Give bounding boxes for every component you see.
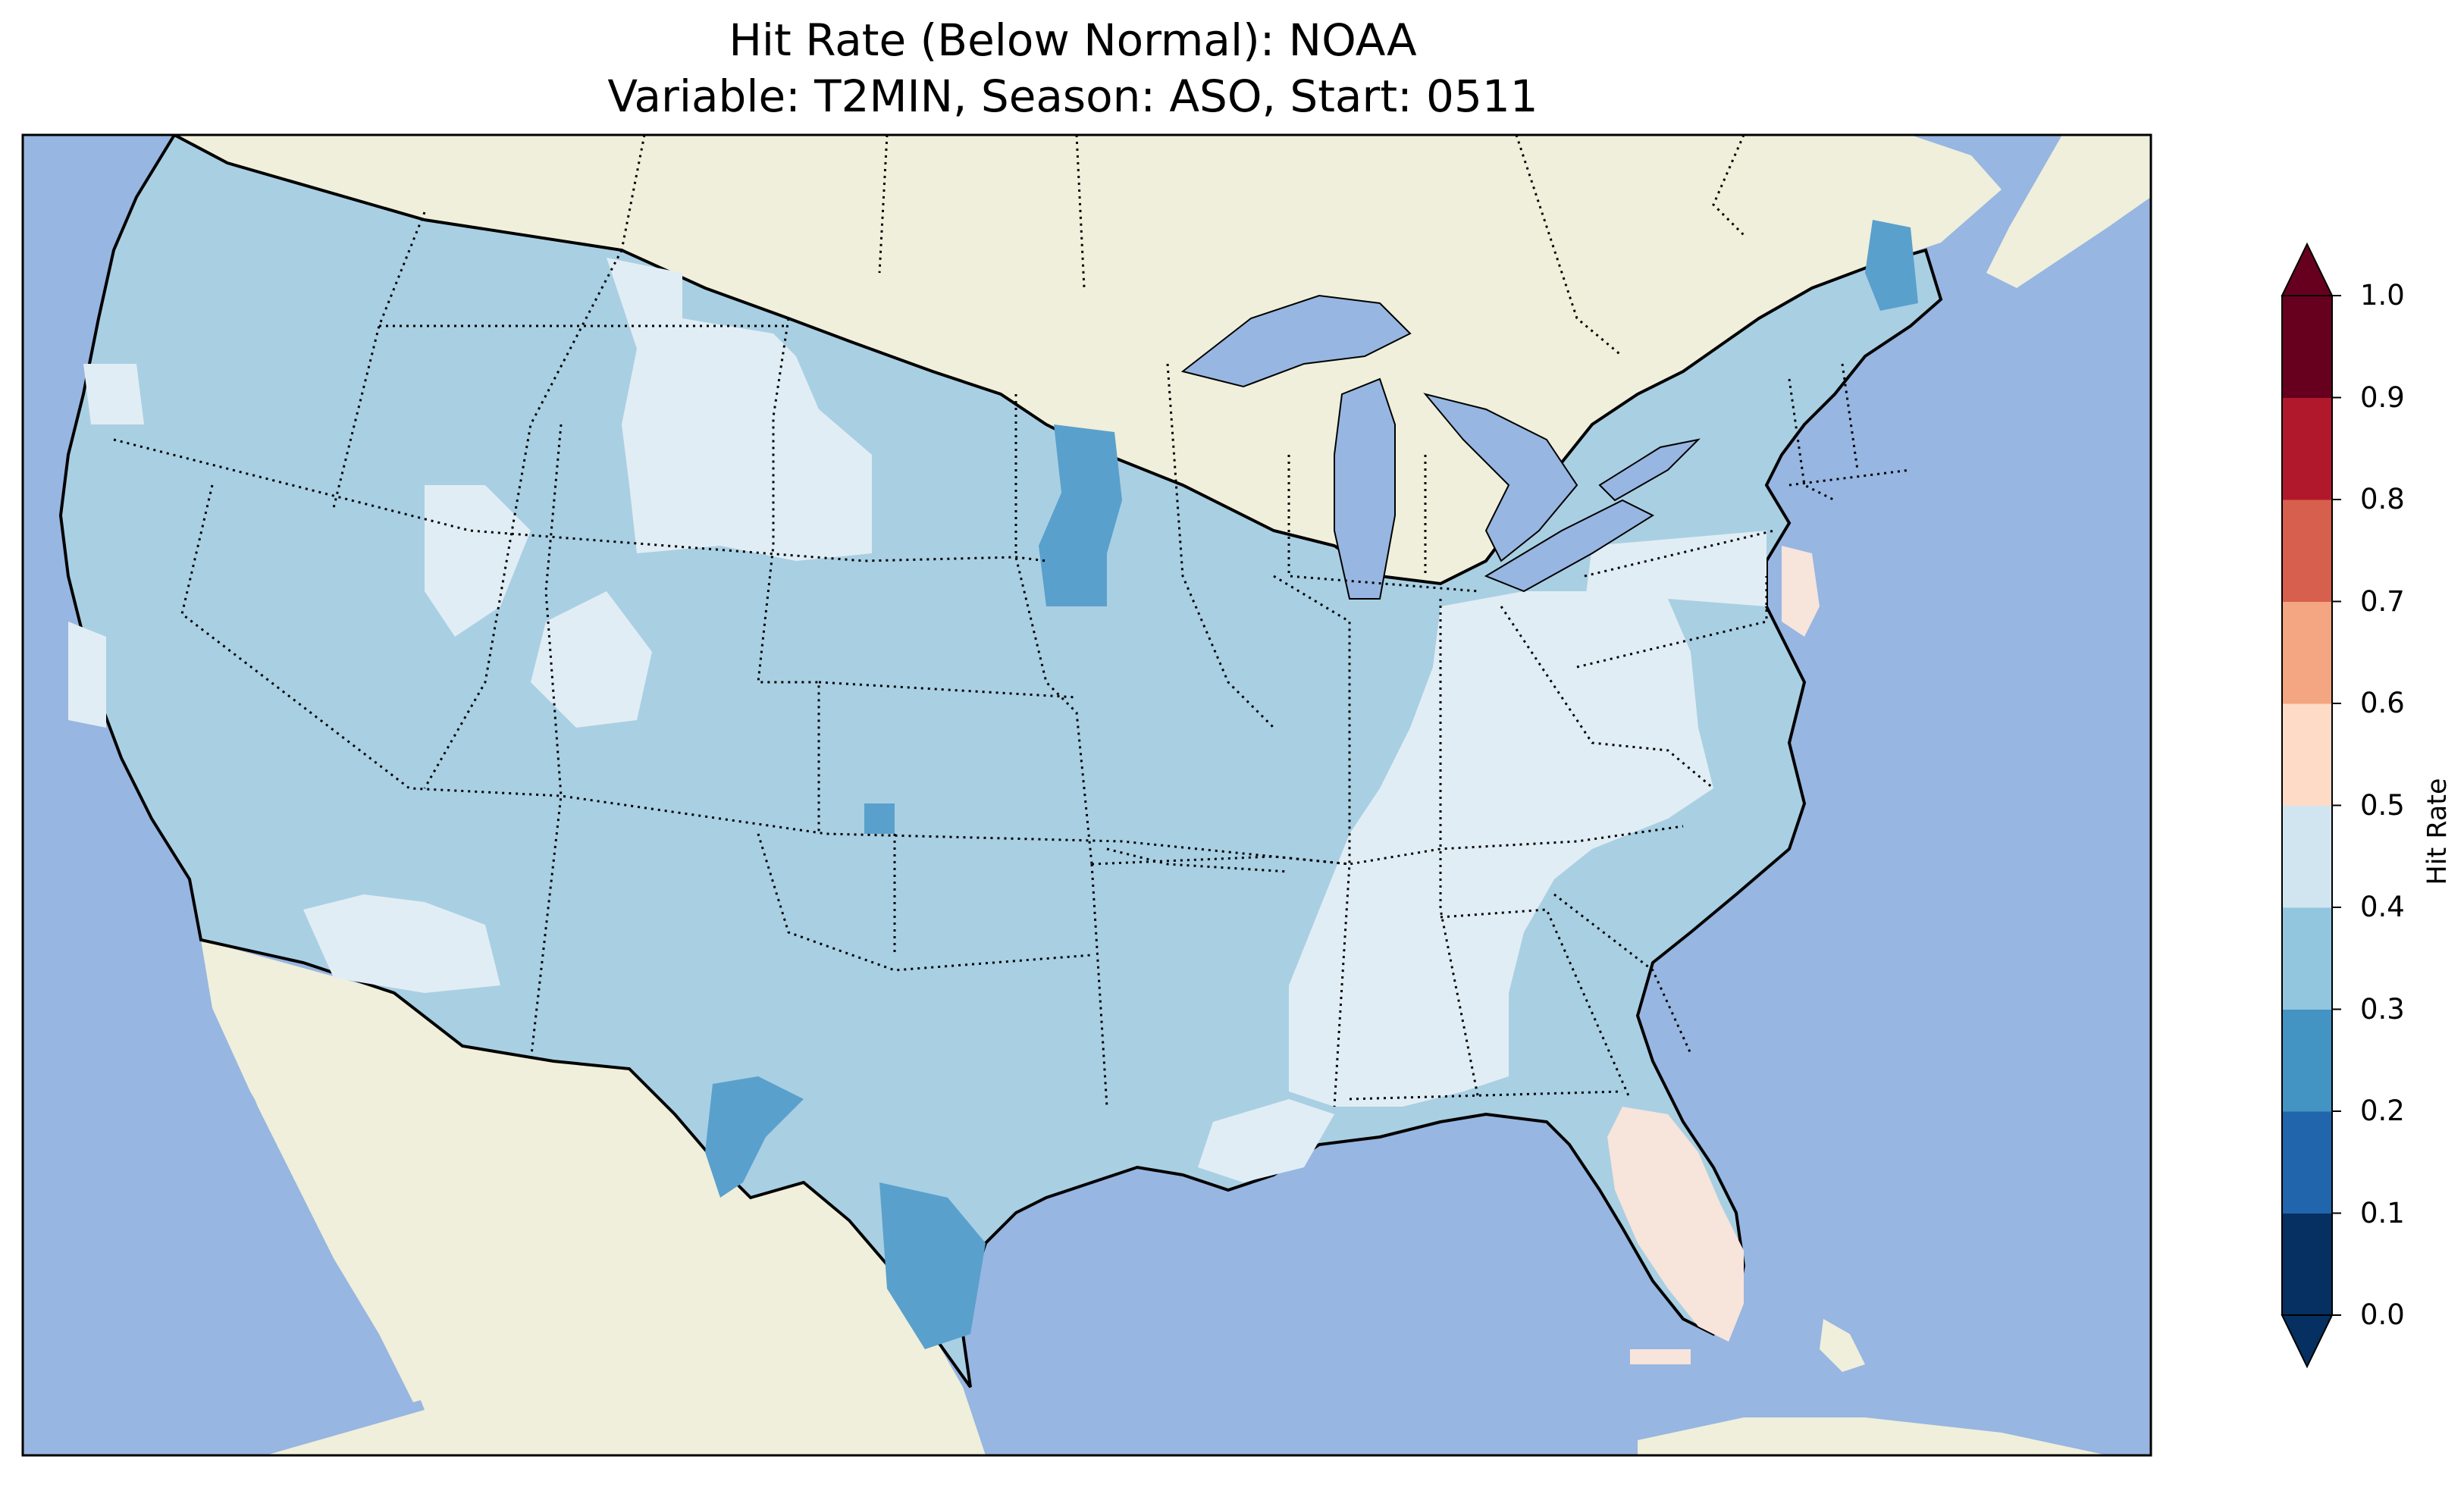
hit-rate-0.5-0.6-regions: [1607, 546, 1820, 1364]
canada-borders: [620, 135, 1745, 358]
colorbar-tick-label: 0.1: [2360, 1196, 2405, 1229]
colorbar-tick-label: 1.0: [2360, 279, 2405, 312]
map-title: Hit Rate (Below Normal): NOAA: [729, 14, 1417, 66]
maritime-land: [1986, 135, 2151, 288]
map-canvas: [23, 135, 2151, 1455]
hit-rate-0.4-0.5-regions: [68, 258, 1766, 1182]
colorbar-bin: [2282, 296, 2332, 398]
baja-land: [227, 978, 440, 1402]
colorbar-bin: [2282, 1111, 2332, 1214]
colorbar-tick-label: 0.6: [2360, 687, 2405, 719]
colorbar-tick-label: 0.8: [2360, 483, 2405, 515]
colorbar-tick-label: 0.7: [2360, 584, 2405, 618]
colorbar-bin: [2282, 1009, 2332, 1112]
colorbar-tick-label: 0.3: [2360, 992, 2405, 1026]
colorbar: [2281, 242, 2341, 1369]
colorbar-tick-label: 0.5: [2360, 788, 2405, 822]
colorbar-bin: [2282, 397, 2332, 500]
map-frame: [21, 133, 2152, 1457]
great-lakes: [1180, 294, 1701, 600]
hit-rate-0.2-0.3-regions: [705, 220, 1918, 1349]
colorbar-label: Hit Rate: [2422, 778, 2453, 885]
colorbar-bin: [2282, 703, 2332, 806]
map-subtitle: Variable: T2MIN, Season: ASO, Start: 051…: [607, 70, 1538, 122]
cuba-land: [1638, 1417, 2108, 1455]
colorbar-tick-label: 0.0: [2360, 1298, 2405, 1331]
colorbar-tick-label: 0.2: [2360, 1095, 2405, 1127]
colorbar-extend-min: [2281, 1314, 2334, 1369]
colorbar-bin: [2282, 1213, 2332, 1316]
bahamas-land: [1820, 1319, 1865, 1372]
state-borders: [113, 211, 1911, 1107]
colorbar-bin: [2282, 907, 2332, 1010]
colorbar-bin: [2282, 805, 2332, 908]
colorbar-tick-label: 0.4: [2360, 891, 2405, 923]
colorbar-extend-max: [2281, 242, 2334, 296]
colorbar-tick-label: 0.9: [2360, 381, 2405, 414]
colorbar-bin: [2282, 601, 2332, 704]
colorbar-bin: [2282, 500, 2332, 602]
